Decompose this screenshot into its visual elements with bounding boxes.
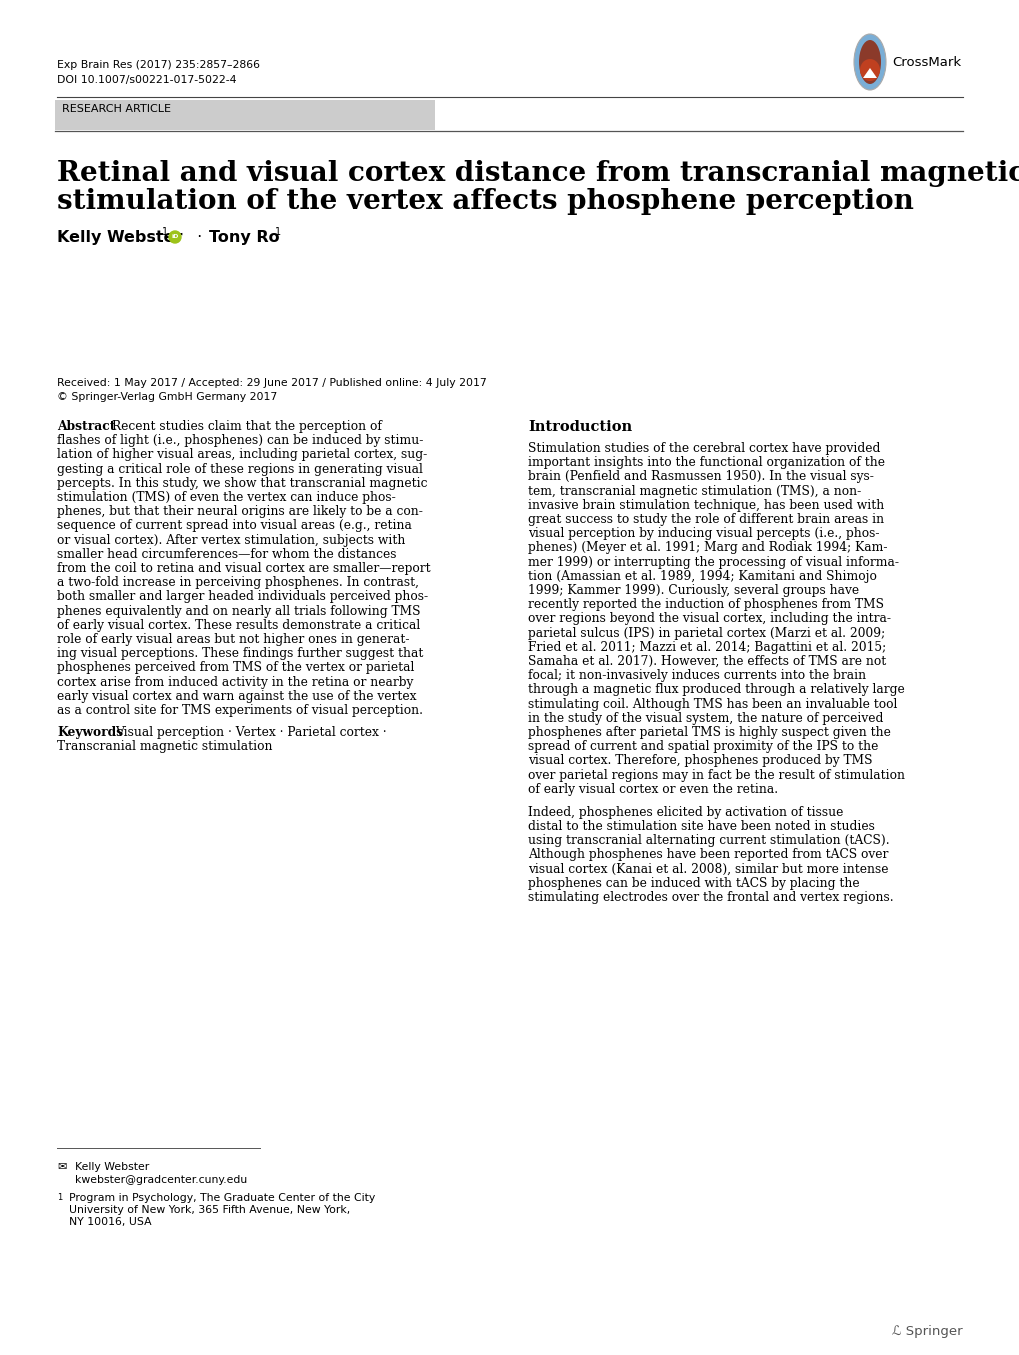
Text: both smaller and larger headed individuals perceived phos-: both smaller and larger headed individua… — [57, 591, 428, 603]
Text: Kelly Webster: Kelly Webster — [57, 230, 182, 245]
Text: ·: · — [192, 230, 207, 245]
Text: phosphenes can be induced with tACS by placing the: phosphenes can be induced with tACS by p… — [528, 877, 859, 889]
Text: stimulating coil. Although TMS has been an invaluable tool: stimulating coil. Although TMS has been … — [528, 698, 897, 710]
Text: ℒ Springer: ℒ Springer — [892, 1325, 962, 1337]
Text: Received: 1 May 2017 / Accepted: 29 June 2017 / Published online: 4 July 2017: Received: 1 May 2017 / Accepted: 29 June… — [57, 378, 486, 388]
Ellipse shape — [858, 41, 880, 84]
Text: tion (Amassian et al. 1989, 1994; Kamitani and Shimojo: tion (Amassian et al. 1989, 1994; Kamita… — [528, 570, 876, 583]
Text: as a control site for TMS experiments of visual perception.: as a control site for TMS experiments of… — [57, 705, 423, 717]
Text: iD: iD — [171, 234, 178, 240]
Polygon shape — [862, 68, 876, 79]
Text: cortex arise from induced activity in the retina or nearby: cortex arise from induced activity in th… — [57, 676, 413, 688]
Circle shape — [169, 230, 180, 243]
Text: Program in Psychology, The Graduate Center of the City: Program in Psychology, The Graduate Cent… — [69, 1192, 375, 1203]
Text: phenes) (Meyer et al. 1991; Marg and Rodiak 1994; Kam-: phenes) (Meyer et al. 1991; Marg and Rod… — [528, 542, 887, 554]
Text: ing visual perceptions. These findings further suggest that: ing visual perceptions. These findings f… — [57, 648, 423, 660]
Text: Samaha et al. 2017). However, the effects of TMS are not: Samaha et al. 2017). However, the effect… — [528, 654, 886, 668]
Text: great success to study the role of different brain areas in: great success to study the role of diffe… — [528, 514, 883, 526]
Text: 1999; Kammer 1999). Curiously, several groups have: 1999; Kammer 1999). Curiously, several g… — [528, 584, 858, 598]
Text: visual cortex (Kanai et al. 2008), similar but more intense: visual cortex (Kanai et al. 2008), simil… — [528, 862, 888, 875]
Text: spread of current and spatial proximity of the IPS to the: spread of current and spatial proximity … — [528, 740, 877, 753]
Text: Kelly Webster: Kelly Webster — [75, 1163, 149, 1172]
Text: University of New York, 365 Fifth Avenue, New York,: University of New York, 365 Fifth Avenue… — [69, 1205, 350, 1215]
Text: NY 10016, USA: NY 10016, USA — [69, 1217, 152, 1228]
Text: ✉: ✉ — [57, 1163, 66, 1172]
Text: CrossMark: CrossMark — [892, 56, 960, 69]
Text: mer 1999) or interrupting the processing of visual informa-: mer 1999) or interrupting the processing… — [528, 556, 898, 569]
Text: sequence of current spread into visual areas (e.g., retina: sequence of current spread into visual a… — [57, 519, 412, 533]
Text: a two-fold increase in perceiving phosphenes. In contrast,: a two-fold increase in perceiving phosph… — [57, 576, 419, 589]
Text: over regions beyond the visual cortex, including the intra-: over regions beyond the visual cortex, i… — [528, 612, 891, 626]
Text: Recent studies claim that the perception of: Recent studies claim that the perception… — [112, 420, 381, 434]
Text: early visual cortex and warn against the use of the vertex: early visual cortex and warn against the… — [57, 690, 416, 703]
Ellipse shape — [859, 60, 879, 81]
Text: DOI 10.1007/s00221-017-5022-4: DOI 10.1007/s00221-017-5022-4 — [57, 75, 236, 85]
Text: important insights into the functional organization of the: important insights into the functional o… — [528, 457, 884, 469]
Text: Stimulation studies of the cerebral cortex have provided: Stimulation studies of the cerebral cort… — [528, 442, 879, 455]
Text: Indeed, phosphenes elicited by activation of tissue: Indeed, phosphenes elicited by activatio… — [528, 805, 843, 818]
Text: percepts. In this study, we show that transcranial magnetic: percepts. In this study, we show that tr… — [57, 477, 427, 489]
Text: stimulation of the vertex affects phosphene perception: stimulation of the vertex affects phosph… — [57, 188, 913, 215]
Text: Transcranial magnetic stimulation: Transcranial magnetic stimulation — [57, 740, 272, 753]
Text: of early visual cortex. These results demonstrate a critical: of early visual cortex. These results de… — [57, 619, 420, 631]
Text: RESEARCH ARTICLE: RESEARCH ARTICLE — [62, 104, 171, 114]
Text: Tony Ro: Tony Ro — [209, 230, 279, 245]
Text: 1: 1 — [162, 228, 168, 237]
Text: role of early visual areas but not higher ones in generat-: role of early visual areas but not highe… — [57, 633, 409, 646]
Text: Although phosphenes have been reported from tACS over: Although phosphenes have been reported f… — [528, 848, 888, 862]
Text: brain (Penfield and Rasmussen 1950). In the visual sys-: brain (Penfield and Rasmussen 1950). In … — [528, 470, 873, 484]
Text: 1: 1 — [57, 1192, 62, 1202]
Text: Abstract: Abstract — [57, 420, 115, 434]
Text: phenes, but that their neural origins are likely to be a con-: phenes, but that their neural origins ar… — [57, 505, 423, 518]
Text: kwebster@gradcenter.cuny.edu: kwebster@gradcenter.cuny.edu — [75, 1175, 247, 1186]
Text: of early visual cortex or even the retina.: of early visual cortex or even the retin… — [528, 783, 777, 795]
Text: phosphenes after parietal TMS is highly suspect given the: phosphenes after parietal TMS is highly … — [528, 726, 890, 738]
Text: lation of higher visual areas, including parietal cortex, sug-: lation of higher visual areas, including… — [57, 449, 427, 462]
Text: smaller head circumferences—for whom the distances: smaller head circumferences—for whom the… — [57, 547, 396, 561]
Text: parietal sulcus (IPS) in parietal cortex (Marzi et al. 2009;: parietal sulcus (IPS) in parietal cortex… — [528, 626, 884, 640]
Text: Introduction: Introduction — [528, 420, 632, 434]
Text: gesting a critical role of these regions in generating visual: gesting a critical role of these regions… — [57, 462, 423, 476]
Text: Visual perception · Vertex · Parietal cortex ·: Visual perception · Vertex · Parietal co… — [115, 726, 386, 740]
Ellipse shape — [853, 34, 886, 89]
Text: Keywords: Keywords — [57, 726, 123, 740]
Text: from the coil to retina and visual cortex are smaller—report: from the coil to retina and visual corte… — [57, 562, 430, 575]
Text: over parietal regions may in fact be the result of stimulation: over parietal regions may in fact be the… — [528, 768, 904, 782]
Text: tem, transcranial magnetic stimulation (TMS), a non-: tem, transcranial magnetic stimulation (… — [528, 485, 860, 497]
Text: Fried et al. 2011; Mazzi et al. 2014; Bagattini et al. 2015;: Fried et al. 2011; Mazzi et al. 2014; Ba… — [528, 641, 886, 654]
Text: in the study of the visual system, the nature of perceived: in the study of the visual system, the n… — [528, 711, 882, 725]
Text: using transcranial alternating current stimulation (tACS).: using transcranial alternating current s… — [528, 833, 889, 847]
Text: visual cortex. Therefore, phosphenes produced by TMS: visual cortex. Therefore, phosphenes pro… — [528, 755, 871, 767]
Text: stimulation (TMS) of even the vertex can induce phos-: stimulation (TMS) of even the vertex can… — [57, 491, 395, 504]
Text: or visual cortex). After vertex stimulation, subjects with: or visual cortex). After vertex stimulat… — [57, 534, 405, 546]
Text: Retinal and visual cortex distance from transcranial magnetic: Retinal and visual cortex distance from … — [57, 160, 1019, 187]
Text: distal to the stimulation site have been noted in studies: distal to the stimulation site have been… — [528, 820, 874, 833]
FancyBboxPatch shape — [55, 100, 434, 130]
Text: flashes of light (i.e., phosphenes) can be induced by stimu-: flashes of light (i.e., phosphenes) can … — [57, 434, 423, 447]
Text: through a magnetic flux produced through a relatively large: through a magnetic flux produced through… — [528, 683, 904, 696]
Text: phosphenes perceived from TMS of the vertex or parietal: phosphenes perceived from TMS of the ver… — [57, 661, 414, 675]
Text: visual perception by inducing visual percepts (i.e., phos-: visual perception by inducing visual per… — [528, 527, 878, 541]
Text: focal; it non-invasively induces currents into the brain: focal; it non-invasively induces current… — [528, 669, 865, 682]
Text: recently reported the induction of phosphenes from TMS: recently reported the induction of phosp… — [528, 598, 883, 611]
Text: phenes equivalently and on nearly all trials following TMS: phenes equivalently and on nearly all tr… — [57, 604, 420, 618]
Text: © Springer-Verlag GmbH Germany 2017: © Springer-Verlag GmbH Germany 2017 — [57, 392, 277, 402]
Text: invasive brain stimulation technique, has been used with: invasive brain stimulation technique, ha… — [528, 499, 883, 512]
Text: 1: 1 — [275, 228, 281, 237]
Text: stimulating electrodes over the frontal and vertex regions.: stimulating electrodes over the frontal … — [528, 890, 893, 904]
Text: Exp Brain Res (2017) 235:2857–2866: Exp Brain Res (2017) 235:2857–2866 — [57, 60, 260, 70]
